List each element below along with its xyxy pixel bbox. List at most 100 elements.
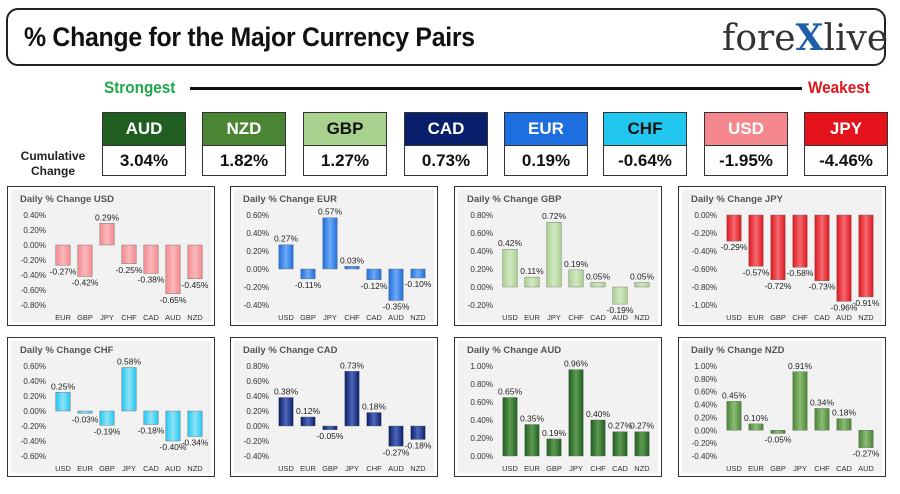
x-category-label: EUR bbox=[55, 313, 71, 322]
bar-jpy bbox=[546, 222, 562, 288]
data-label: 0.19% bbox=[542, 428, 567, 438]
data-label: 0.42% bbox=[498, 238, 523, 248]
cumulative-change-value: 0.73% bbox=[421, 151, 471, 170]
currency-box-eur: EUR 0.19% bbox=[504, 112, 588, 176]
y-tick-label: 0.60% bbox=[694, 388, 717, 397]
currency-box-usd: USD -1.95% bbox=[704, 112, 788, 176]
x-category-label: AUD bbox=[388, 464, 404, 473]
data-label: -0.05% bbox=[765, 435, 792, 445]
bar-cad bbox=[612, 431, 628, 457]
data-label: -0.73% bbox=[809, 282, 836, 292]
x-category-label: NZD bbox=[858, 313, 874, 322]
data-label: -0.18% bbox=[405, 441, 432, 451]
currency-code: AUD bbox=[103, 113, 185, 146]
data-label: -0.10% bbox=[405, 279, 432, 289]
data-label: 0.10% bbox=[744, 413, 769, 423]
chart-title: Daily % Change JPY bbox=[691, 194, 784, 205]
bar-chf bbox=[344, 266, 360, 270]
data-label: -0.03% bbox=[72, 414, 99, 424]
bar-eur bbox=[748, 423, 764, 431]
y-tick-label: 0.60% bbox=[470, 229, 493, 238]
y-tick-label: 0.40% bbox=[694, 401, 717, 410]
x-category-label: JPY bbox=[323, 313, 337, 322]
x-category-label: GBP bbox=[99, 464, 115, 473]
y-tick-label: -0.40% bbox=[244, 452, 269, 461]
bar-usd bbox=[502, 397, 518, 457]
bar-chf bbox=[792, 214, 808, 268]
bar-aud bbox=[388, 268, 404, 301]
x-category-label: AUD bbox=[858, 464, 874, 473]
x-category-label: NZD bbox=[634, 313, 650, 322]
y-tick-label: 0.00% bbox=[694, 211, 717, 220]
bar-nzd bbox=[187, 244, 203, 279]
bar-aud bbox=[612, 286, 628, 305]
bar-gbp bbox=[77, 244, 93, 277]
currency-code: EUR bbox=[505, 113, 587, 146]
bar-eur bbox=[524, 424, 540, 457]
currency-box-chf: CHF -0.64% bbox=[603, 112, 687, 176]
x-category-label: AUD bbox=[165, 313, 181, 322]
y-tick-label: 0.00% bbox=[470, 452, 493, 461]
y-tick-label: -1.00% bbox=[692, 301, 717, 310]
chart-title: Daily % Change USD bbox=[20, 194, 114, 205]
data-label: 0.19% bbox=[564, 259, 589, 269]
cumulative-change-value: 0.19% bbox=[521, 151, 571, 170]
data-label: -0.19% bbox=[607, 305, 634, 315]
x-category-label: GBP bbox=[770, 313, 786, 322]
data-label: -0.58% bbox=[787, 268, 814, 278]
y-tick-label: 1.00% bbox=[694, 362, 717, 371]
chart-title: Daily % Change CHF bbox=[20, 345, 114, 356]
plot-background bbox=[234, 341, 434, 473]
data-label: 0.65% bbox=[498, 387, 523, 397]
chart-panel-nzd: Daily % Change NZD 1.00% 0.80% 0.60% 0.40% 0.… bbox=[678, 337, 886, 477]
x-category-label: CAD bbox=[836, 464, 852, 473]
bar-chart-svg: Daily % Change GBP 0.80% 0.60% 0.40% 0.20% 0.… bbox=[467, 194, 654, 322]
bar-usd bbox=[726, 214, 742, 242]
x-category-label: NZD bbox=[634, 464, 650, 473]
y-tick-label: -0.20% bbox=[692, 229, 717, 238]
y-tick-label: -0.20% bbox=[244, 283, 269, 292]
chart-title: Daily % Change GBP bbox=[467, 194, 562, 205]
bar-eur bbox=[55, 244, 71, 266]
y-tick-label: 0.40% bbox=[246, 229, 269, 238]
x-category-label: CHF bbox=[568, 313, 584, 322]
bar-nzd bbox=[634, 431, 650, 457]
brand-text-right: live bbox=[823, 18, 889, 59]
x-category-label: CAD bbox=[612, 464, 628, 473]
weakest-label: Weakest bbox=[808, 78, 870, 97]
y-tick-label: -0.80% bbox=[21, 301, 46, 310]
bar-nzd bbox=[187, 410, 203, 437]
chart-panel-jpy: Daily % Change JPY 0.00% -0.20% -0.40% -0.60… bbox=[678, 186, 886, 326]
bar-nzd bbox=[410, 268, 426, 279]
bar-cad bbox=[143, 244, 159, 274]
data-label: -0.11% bbox=[295, 280, 322, 290]
chart-title: Daily % Change CAD bbox=[243, 345, 338, 356]
header-banner: % Change for the Major Currency Pairs fo… bbox=[6, 8, 888, 66]
brand-logo: foreXlive bbox=[722, 17, 888, 59]
bar-jpy bbox=[344, 371, 360, 427]
bar-usd bbox=[502, 249, 518, 288]
data-label: -0.45% bbox=[182, 280, 209, 290]
strength-scale-line bbox=[190, 87, 802, 90]
data-label: 0.03% bbox=[340, 255, 365, 265]
x-category-label: EUR bbox=[748, 464, 764, 473]
bar-usd bbox=[278, 244, 294, 270]
data-label: 0.29% bbox=[95, 212, 120, 222]
data-label: -0.35% bbox=[383, 302, 410, 312]
bar-gbp bbox=[322, 425, 338, 430]
bar-jpy bbox=[792, 371, 808, 431]
data-label: -0.96% bbox=[831, 302, 858, 312]
y-tick-label: 0.40% bbox=[470, 416, 493, 425]
x-category-label: GBP bbox=[770, 464, 786, 473]
bar-eur bbox=[748, 214, 764, 267]
bar-gbp bbox=[546, 438, 562, 457]
bar-gbp bbox=[770, 214, 786, 281]
y-tick-label: 0.20% bbox=[23, 392, 46, 401]
bar-eur bbox=[300, 416, 316, 427]
x-category-label: CAD bbox=[143, 464, 159, 473]
plot-background bbox=[11, 341, 211, 473]
x-category-label: CHF bbox=[366, 464, 382, 473]
bar-chart-svg: Daily % Change CAD 0.80% 0.60% 0.40% 0.20% 0.… bbox=[243, 345, 432, 473]
x-category-label: GBP bbox=[77, 313, 93, 322]
x-category-label: AUD bbox=[165, 464, 181, 473]
